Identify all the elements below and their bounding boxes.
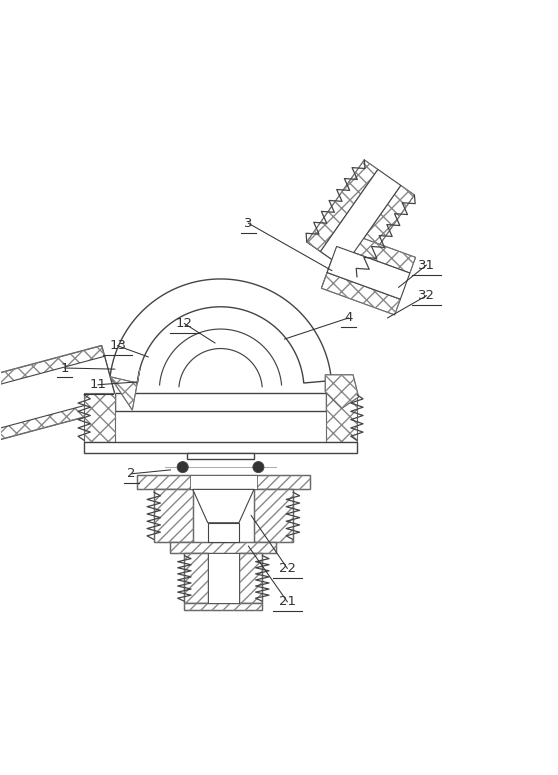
- Polygon shape: [184, 553, 208, 604]
- Polygon shape: [170, 542, 276, 553]
- Polygon shape: [320, 170, 401, 267]
- Polygon shape: [336, 231, 416, 273]
- Polygon shape: [190, 475, 257, 489]
- Polygon shape: [84, 442, 357, 453]
- Text: 2: 2: [127, 467, 136, 480]
- Polygon shape: [343, 185, 415, 277]
- Polygon shape: [110, 279, 331, 383]
- Circle shape: [253, 462, 264, 473]
- Text: 31: 31: [418, 259, 435, 271]
- Text: 32: 32: [418, 289, 435, 302]
- Polygon shape: [321, 273, 400, 315]
- Text: 11: 11: [90, 378, 107, 391]
- Polygon shape: [0, 356, 116, 439]
- Polygon shape: [115, 393, 326, 412]
- Text: 12: 12: [176, 317, 193, 330]
- Polygon shape: [193, 489, 254, 523]
- Polygon shape: [208, 523, 239, 542]
- Text: 3: 3: [244, 217, 253, 230]
- Circle shape: [177, 462, 188, 473]
- Text: 13: 13: [109, 339, 126, 353]
- Polygon shape: [239, 553, 262, 604]
- Polygon shape: [184, 604, 262, 610]
- Polygon shape: [110, 369, 140, 410]
- Text: 22: 22: [279, 562, 296, 575]
- Polygon shape: [208, 553, 239, 604]
- Polygon shape: [187, 453, 254, 459]
- Polygon shape: [325, 375, 359, 408]
- Polygon shape: [327, 246, 410, 299]
- Polygon shape: [84, 393, 115, 442]
- Polygon shape: [0, 346, 118, 450]
- Polygon shape: [137, 475, 310, 489]
- Polygon shape: [254, 489, 293, 542]
- Polygon shape: [326, 393, 357, 442]
- Text: 4: 4: [344, 312, 353, 325]
- Polygon shape: [307, 231, 357, 288]
- Polygon shape: [154, 489, 193, 542]
- Text: 1: 1: [60, 361, 69, 374]
- Text: 21: 21: [279, 595, 296, 608]
- Polygon shape: [307, 160, 378, 252]
